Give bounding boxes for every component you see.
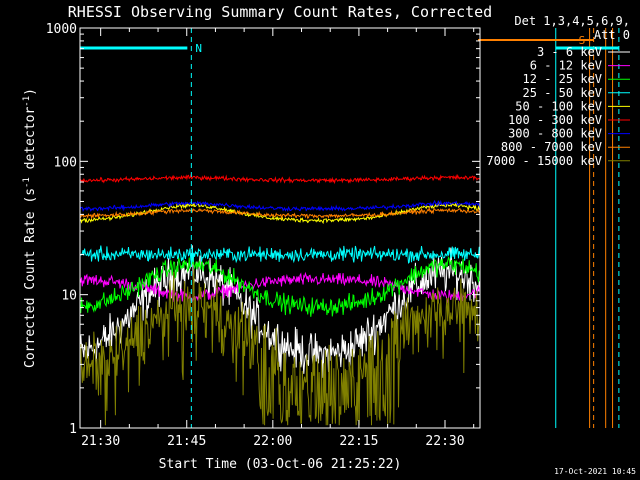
series-line-6 (79, 173, 481, 185)
legend-entry-1: 3 - 6 keV (537, 45, 602, 59)
series-line-9 (79, 269, 481, 426)
plot-frame (79, 27, 481, 429)
chart-title: RHESSI Observing Summary Count Rates, Co… (68, 3, 492, 21)
legend-header-attenuator: Att 0 (594, 28, 630, 42)
series-line-1 (79, 245, 481, 378)
legend-entry-3: 12 - 25 keV (523, 72, 602, 86)
y-tick-label-1: 1 (69, 422, 77, 437)
timestamp: 17-Oct-2021 10:45 (554, 467, 636, 476)
legend-entry-5: 50 - 100 keV (515, 99, 602, 113)
legend-entry-9: 7000 - 15000 keV (486, 154, 602, 168)
marker-layer: NS (80, 28, 620, 428)
legend-entry-2: 6 - 12 keV (530, 59, 602, 73)
series-line-2 (79, 271, 481, 304)
annotation-n-label: N (195, 42, 202, 55)
legend-entry-6: 100 - 300 keV (508, 113, 602, 127)
series-layer (79, 173, 481, 426)
x-tick-label-4: 22:15 (339, 434, 378, 449)
y-tick-label-4: 1000 (46, 22, 77, 37)
x-tick-label-5: 22:30 (425, 434, 464, 449)
x-tick-label-2: 21:45 (167, 434, 206, 449)
y-tick-label-2: 10 (61, 289, 77, 304)
legend-entry-8: 800 - 7000 keV (501, 140, 602, 154)
y-tick-label-3: 100 (54, 155, 77, 170)
legend-entry-4: 25 - 50 keV (523, 86, 602, 100)
legend-entry-7: 300 - 800 keV (508, 127, 602, 141)
series-line-8 (79, 206, 481, 220)
x-axis-label: Start Time (03-Oct-06 21:25:22) (159, 457, 402, 472)
annotation-s-label: S (579, 34, 586, 47)
x-tick-label-1: 21:30 (81, 434, 120, 449)
legend-header-detectors: Det 1,3,4,5,6,9, (514, 14, 630, 28)
series-line-7 (79, 199, 481, 213)
series-line-4 (79, 245, 481, 264)
x-tick-label-3: 22:00 (253, 434, 292, 449)
axis-layer: 21:30 21:45 22:00 22:15 22:30 1 10 100 1000 (46, 22, 480, 449)
series-line-3 (79, 255, 481, 317)
y-axis-label: Corrected Count Rate (s-1 detector-1) (22, 88, 38, 368)
